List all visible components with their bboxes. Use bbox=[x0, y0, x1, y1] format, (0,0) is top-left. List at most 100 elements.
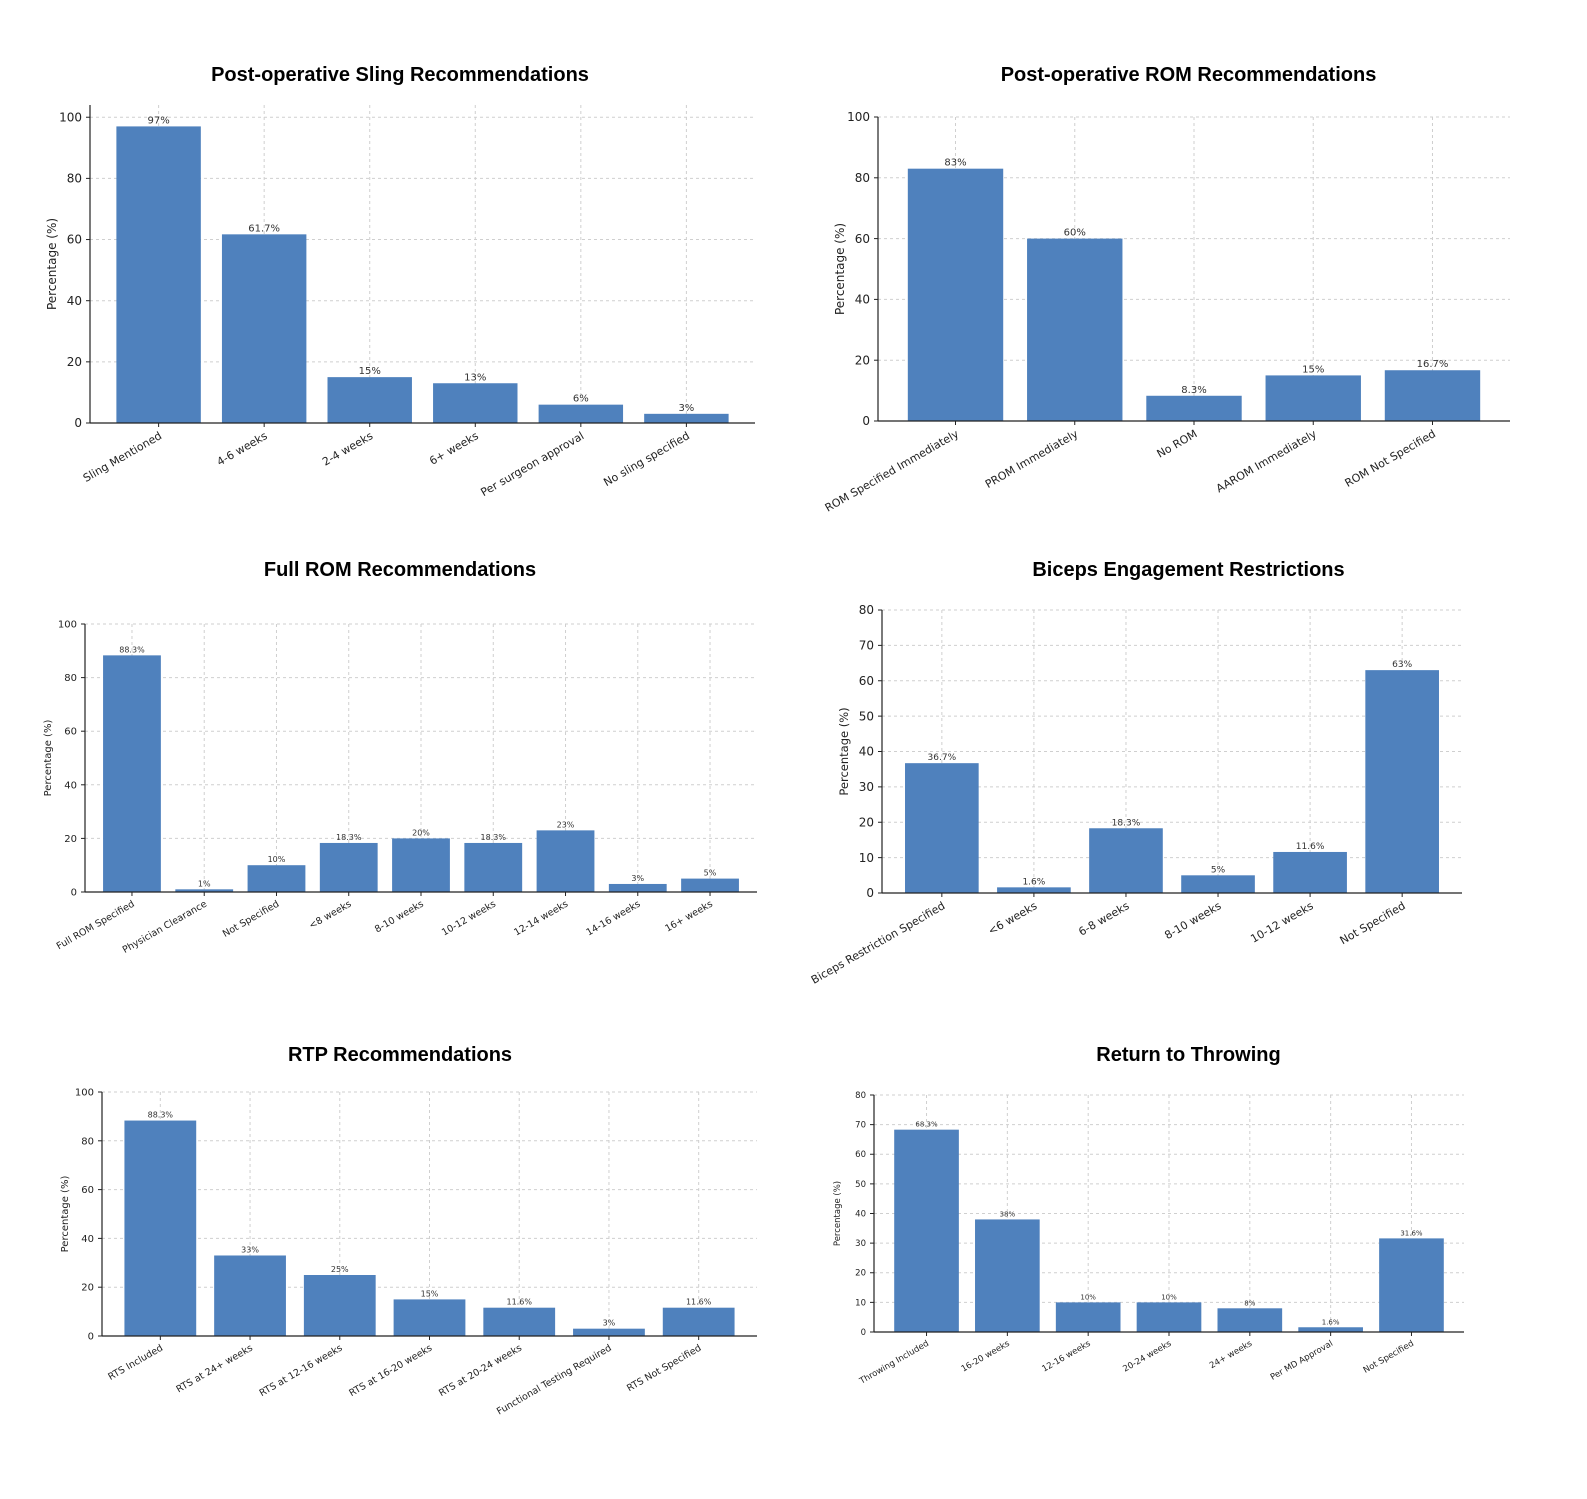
data-label: 23% bbox=[557, 820, 575, 829]
y-tick-label: 60 bbox=[855, 1150, 866, 1160]
bar bbox=[319, 842, 378, 892]
bar bbox=[483, 1307, 556, 1336]
y-tick-label: 80 bbox=[859, 603, 874, 617]
chart-title: RTP Recommendations bbox=[287, 1044, 513, 1066]
x-tick-label: RTS Not Specified bbox=[625, 1343, 703, 1395]
y-tick-label: 20 bbox=[859, 815, 874, 829]
y-tick-label: 60 bbox=[67, 233, 82, 247]
x-tick-label: RTS at 20-24 weeks bbox=[437, 1343, 524, 1399]
bar bbox=[116, 126, 201, 424]
bar bbox=[103, 655, 161, 892]
bar bbox=[662, 1307, 735, 1336]
bar bbox=[681, 878, 739, 892]
data-label: 15% bbox=[1302, 364, 1324, 375]
chart-panel-sling: Post-operative Sling Recommendations 0 20… bbox=[0, 0, 800, 520]
bar bbox=[393, 1299, 466, 1336]
chart-panel-throwing: Return to Throwing 0 10 20 30 40 50 60 70 80 68.3… bbox=[790, 1000, 1587, 1499]
y-tick-label: 40 bbox=[855, 1209, 866, 1219]
chart-title: Post-operative ROM Recommendations bbox=[1000, 64, 1377, 86]
data-label: 10% bbox=[268, 855, 286, 864]
x-tick-label: No ROM bbox=[1155, 427, 1200, 460]
chart-title: Biceps Engagement Restrictions bbox=[1032, 559, 1345, 581]
data-label: 8% bbox=[1244, 1299, 1255, 1307]
x-tick-label: RTS at 12-16 weeks bbox=[258, 1343, 345, 1399]
bar bbox=[1217, 1308, 1283, 1332]
x-tick-label: 14-16 weeks bbox=[585, 899, 643, 939]
data-label: 36.7% bbox=[928, 753, 957, 763]
y-tick-label: 80 bbox=[81, 1136, 94, 1147]
y-tick-label: 0 bbox=[74, 416, 82, 430]
y-tick-label: 60 bbox=[64, 727, 77, 738]
bar bbox=[1384, 370, 1481, 421]
data-label: 1.6% bbox=[1322, 1318, 1340, 1326]
data-label: 1.6% bbox=[1022, 877, 1045, 887]
x-tick-label: 12-14 weeks bbox=[512, 899, 570, 939]
x-tick-label: Not Specified bbox=[1338, 899, 1408, 947]
x-tick-label: 10-12 weeks bbox=[1248, 899, 1315, 945]
x-tick-label: 24+ weeks bbox=[1208, 1338, 1255, 1371]
y-tick-label: 0 bbox=[862, 414, 870, 428]
x-tick-label: 20-24 weeks bbox=[1121, 1339, 1173, 1375]
data-label: 97% bbox=[147, 115, 169, 126]
bar bbox=[175, 889, 234, 892]
data-label: 88.3% bbox=[148, 1111, 174, 1120]
bar bbox=[538, 404, 624, 423]
y-tick-label: 20 bbox=[855, 1269, 866, 1279]
y-tick-label: 80 bbox=[67, 172, 82, 186]
bar-chart-full-rom: 0 20 40 60 80 100 88.3% 1% 10% 18.3% 20% 18.3% 23% 3%… bbox=[43, 620, 757, 956]
data-label: 15% bbox=[421, 1289, 439, 1298]
x-tick-label: 12-16 weeks bbox=[1041, 1339, 1093, 1375]
bar bbox=[1181, 875, 1255, 893]
bar bbox=[1146, 395, 1242, 421]
bar bbox=[247, 865, 306, 892]
data-label: 11.6% bbox=[686, 1298, 712, 1307]
data-label: 25% bbox=[331, 1265, 349, 1274]
bar bbox=[608, 883, 667, 892]
bar bbox=[1055, 1302, 1121, 1332]
x-tick-label: RTS Included bbox=[106, 1343, 165, 1383]
y-axis-label: Percentage (%) bbox=[833, 1181, 843, 1246]
x-tick-label: Not Specified bbox=[1362, 1339, 1416, 1376]
bar bbox=[1265, 375, 1361, 421]
y-tick-label: 10 bbox=[855, 1298, 866, 1308]
y-axis-label: Percentage (%) bbox=[60, 1176, 71, 1253]
y-tick-label: 100 bbox=[58, 620, 77, 631]
bar bbox=[433, 383, 518, 423]
x-tick-label: Not Specified bbox=[221, 899, 281, 940]
y-tick-label: 40 bbox=[64, 780, 77, 791]
x-tick-label: AAROM Immediately bbox=[1214, 427, 1319, 495]
bar bbox=[303, 1275, 376, 1336]
x-tick-label: ROM Specified Immediately bbox=[823, 427, 962, 515]
x-tick-label: 6+ weeks bbox=[427, 429, 481, 468]
y-tick-label: 0 bbox=[866, 886, 874, 900]
bar-chart-rtp: 0 20 40 60 80 100 88.3% 33% 25% 15% 11.6% 3% 11.6% RT… bbox=[60, 1088, 757, 1417]
y-tick-label: 50 bbox=[859, 709, 874, 723]
x-tick-label: RTS at 16-20 weeks bbox=[347, 1343, 434, 1399]
x-tick-label: 16+ weeks bbox=[663, 899, 714, 935]
data-label: 38% bbox=[1000, 1210, 1016, 1218]
y-tick-label: 40 bbox=[67, 294, 82, 308]
y-tick-label: 30 bbox=[855, 1239, 866, 1249]
bar bbox=[221, 234, 307, 423]
y-axis-label: Percentage (%) bbox=[43, 720, 54, 797]
bar bbox=[214, 1255, 286, 1336]
x-tick-label: No sling specified bbox=[601, 429, 692, 489]
y-tick-label: 100 bbox=[75, 1088, 94, 1099]
bar-chart-rom: 0 20 40 60 80 100 83% 60% 8.3% 15% 16.7% ROM Specif… bbox=[823, 110, 1510, 515]
y-tick-label: 20 bbox=[64, 834, 77, 845]
chart-panel-biceps: Biceps Engagement Restrictions 0 10 20 30 40… bbox=[790, 520, 1587, 1000]
x-tick-label: RTS at 24+ weeks bbox=[175, 1343, 255, 1396]
data-label: 1% bbox=[198, 879, 211, 888]
chart-title: Return to Throwing bbox=[1096, 1044, 1281, 1066]
data-label: 5% bbox=[704, 869, 717, 878]
y-tick-label: 40 bbox=[859, 745, 874, 759]
data-label: 60% bbox=[1064, 228, 1086, 239]
bar-chart-sling: 0 20 40 60 80 100 97% 61.7% 15% 13% 6% 3% Sling Ment… bbox=[45, 105, 755, 499]
y-tick-label: 0 bbox=[71, 888, 77, 899]
x-tick-label: 16-20 weeks bbox=[960, 1339, 1012, 1375]
y-tick-label: 100 bbox=[847, 110, 870, 124]
data-label: 83% bbox=[944, 158, 966, 169]
data-label: 68.3% bbox=[915, 1121, 938, 1129]
x-tick-label: PROM Immediately bbox=[983, 427, 1081, 491]
data-label: 10% bbox=[1161, 1293, 1177, 1301]
